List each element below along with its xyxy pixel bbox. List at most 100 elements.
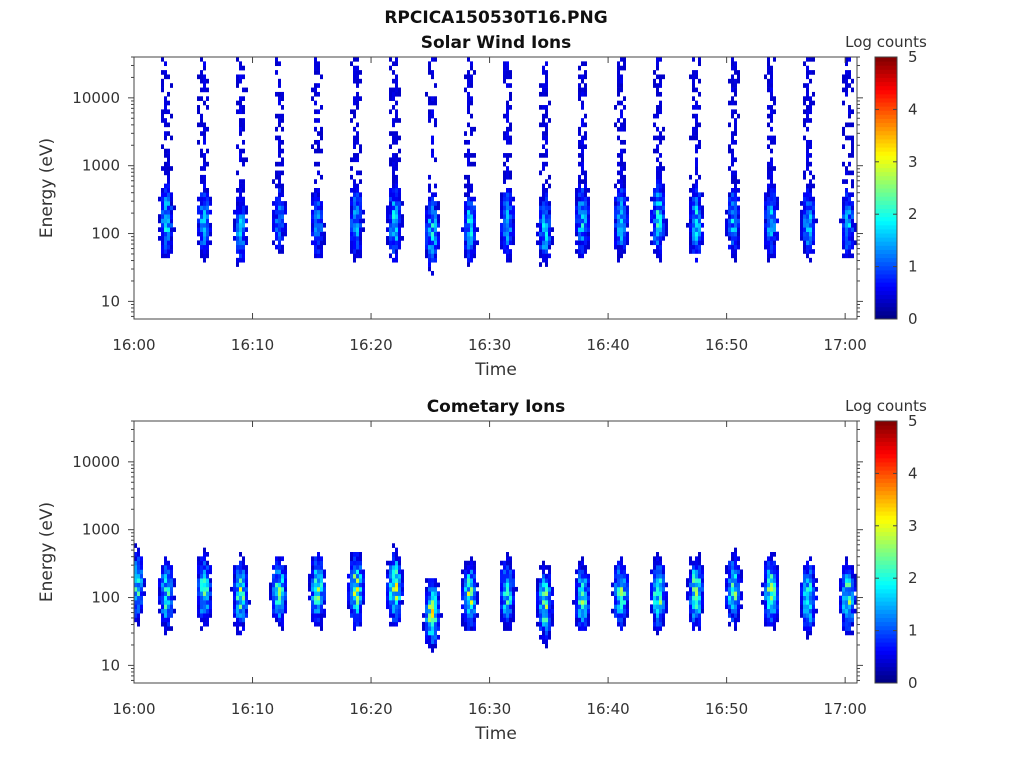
spectrogram-cell	[851, 617, 854, 623]
spectrogram-cell	[731, 100, 734, 106]
spectrogram-cell	[551, 240, 554, 246]
spectrogram-cell	[662, 227, 665, 232]
colorbar-segment	[875, 441, 897, 447]
spectrogram-cell	[314, 57, 317, 62]
spectrogram-cell	[356, 65, 359, 71]
spectrogram-cell	[167, 161, 170, 167]
spectrogram-cell	[698, 240, 701, 246]
spectrogram-cell	[317, 109, 320, 115]
spectrogram-cell	[350, 240, 353, 246]
spectrogram-cell	[434, 157, 437, 163]
spectrogram-cell	[275, 565, 278, 570]
spectrogram-cell	[137, 613, 140, 618]
spectrogram-cell	[809, 231, 812, 237]
spectrogram-cell	[281, 214, 284, 219]
colorbar-segment	[875, 461, 897, 467]
spectrogram-cell	[770, 253, 773, 259]
spectrogram-cell	[170, 166, 173, 171]
spectrogram-cell	[506, 621, 509, 627]
spectrogram-cell	[164, 205, 167, 211]
spectrogram-cell	[845, 236, 848, 241]
spectrogram-cell	[206, 87, 209, 93]
spectrogram-cell	[617, 126, 620, 132]
spectrogram-cell	[236, 222, 239, 228]
colorbar-segment	[875, 73, 897, 78]
spectrogram-cell	[734, 552, 737, 557]
spectrogram-cell	[578, 222, 581, 228]
spectrogram-cell	[617, 236, 620, 241]
spectrogram-cell	[623, 582, 626, 588]
spectrogram-cell	[434, 630, 437, 636]
spectrogram-cell	[845, 170, 848, 176]
spectrogram-cell	[245, 205, 248, 211]
spectrogram-cell	[656, 552, 659, 557]
spectrogram-cell	[767, 231, 770, 237]
spectrogram-cell	[362, 600, 365, 605]
spectrogram-cell	[464, 582, 467, 588]
spectrogram-cell	[659, 231, 662, 237]
spectrogram-cell	[353, 240, 356, 246]
spectrogram-cell	[239, 109, 242, 115]
spectrogram-cell	[473, 153, 476, 158]
spectrogram-cell	[689, 560, 692, 566]
spectrogram-cell	[161, 565, 164, 570]
spectrogram-cell	[470, 556, 473, 562]
spectrogram-cell	[584, 61, 587, 67]
spectrogram-cell	[626, 586, 629, 592]
spectrogram-cell	[662, 591, 665, 596]
spectrogram-cell	[200, 148, 203, 154]
spectrogram-cell	[548, 573, 551, 579]
spectrogram-cell	[506, 595, 509, 601]
spectrogram-cell	[245, 604, 248, 610]
spectrogram-cell	[656, 201, 659, 206]
spectrogram-cell	[353, 582, 356, 588]
spectrogram-cell	[245, 600, 248, 605]
spectrogram-cell	[695, 170, 698, 176]
spectrogram-cell	[467, 139, 470, 145]
spectrogram-cell	[542, 83, 545, 88]
spectrogram-cell	[584, 244, 587, 250]
spectrogram-cell	[695, 87, 698, 93]
spectrogram-cell	[578, 96, 581, 101]
spectrogram-cell	[689, 236, 692, 241]
spectrogram-cell	[803, 222, 806, 228]
spectrogram-cell	[470, 65, 473, 71]
spectrogram-cell	[806, 586, 809, 592]
spectrogram-cell	[314, 621, 317, 627]
spectrogram-cell	[764, 244, 767, 250]
spectrogram-cell	[428, 249, 431, 254]
spectrogram-cell	[197, 595, 200, 601]
spectrogram-cell	[386, 586, 389, 592]
spectrogram-cell	[437, 621, 440, 627]
spectrogram-cell	[620, 170, 623, 176]
spectrogram-cell	[197, 560, 200, 566]
spectrogram-cell	[323, 595, 326, 601]
spectrogram-cell	[806, 201, 809, 206]
spectrogram-cell	[539, 582, 542, 588]
spectrogram-cell	[164, 135, 167, 141]
spectrogram-cell	[161, 188, 164, 193]
spectrogram-cell	[734, 227, 737, 232]
spectrogram-cell	[428, 634, 431, 640]
spectrogram-cell	[803, 600, 806, 605]
spectrogram-cell	[698, 218, 701, 224]
spectrogram-cell	[659, 617, 662, 623]
spectrogram-cell	[770, 218, 773, 224]
spectrogram-cell	[461, 582, 464, 588]
spectrogram-cell	[350, 565, 353, 570]
spectrogram-cell	[845, 201, 848, 206]
spectrogram-cell	[278, 91, 281, 97]
spectrogram-cell	[278, 139, 281, 145]
spectrogram-cell	[392, 604, 395, 610]
spectrogram-cell	[431, 591, 434, 596]
spectrogram-cell	[281, 582, 284, 588]
spectrogram-cell	[545, 630, 548, 636]
spectrogram-cell	[389, 244, 392, 250]
spectrogram-cell	[503, 174, 506, 180]
spectrogram-cell	[575, 249, 578, 254]
spectrogram-cell	[389, 214, 392, 219]
spectrogram-cell	[242, 227, 245, 232]
spectrogram-cell	[575, 201, 578, 206]
spectrogram-cell	[854, 240, 857, 246]
spectrogram-cell	[356, 192, 359, 198]
